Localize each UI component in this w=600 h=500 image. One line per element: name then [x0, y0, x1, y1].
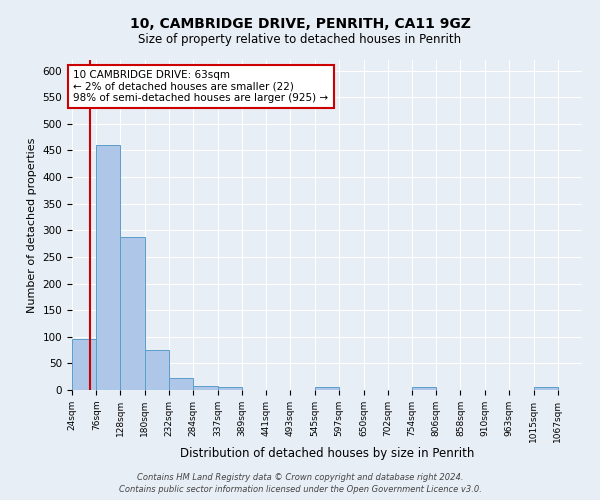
Text: Contains HM Land Registry data © Crown copyright and database right 2024.
Contai: Contains HM Land Registry data © Crown c… — [119, 472, 481, 494]
Text: 10, CAMBRIDGE DRIVE, PENRITH, CA11 9GZ: 10, CAMBRIDGE DRIVE, PENRITH, CA11 9GZ — [130, 18, 470, 32]
Bar — [121, 236, 145, 390]
X-axis label: Distribution of detached houses by size in Penrith: Distribution of detached houses by size … — [180, 448, 474, 460]
Bar — [193, 386, 218, 390]
Bar — [314, 388, 339, 390]
Bar — [218, 387, 242, 390]
Bar — [412, 388, 436, 390]
Bar — [145, 350, 169, 390]
Bar — [533, 388, 558, 390]
Text: Size of property relative to detached houses in Penrith: Size of property relative to detached ho… — [139, 32, 461, 46]
Text: 10 CAMBRIDGE DRIVE: 63sqm
← 2% of detached houses are smaller (22)
98% of semi-d: 10 CAMBRIDGE DRIVE: 63sqm ← 2% of detach… — [73, 70, 329, 103]
Bar — [96, 145, 121, 390]
Bar — [72, 340, 96, 390]
Bar — [169, 378, 193, 390]
Y-axis label: Number of detached properties: Number of detached properties — [27, 138, 37, 312]
